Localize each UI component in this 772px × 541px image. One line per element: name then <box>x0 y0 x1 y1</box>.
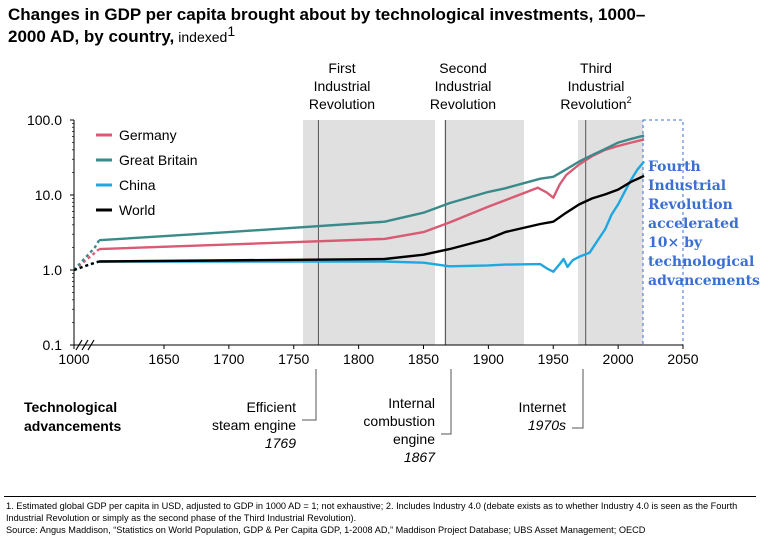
x-tick-label: 1800 <box>343 351 374 367</box>
fourth-revolution: Fourth Industrial Revolution accelerated 10×… <box>642 119 760 346</box>
series-lines <box>73 134 646 273</box>
fourth-revolution-text-line-2: Industrial <box>648 178 726 194</box>
era-label-3-line-3: Revolution2 <box>560 95 631 112</box>
era-band-1 <box>303 120 435 345</box>
x-tick-label: 1700 <box>213 351 244 367</box>
advancement-3-line-1: Internet <box>519 399 567 415</box>
advancement-1-year: 1769 <box>265 435 296 451</box>
y-tick-label: 0.1 <box>43 337 63 353</box>
fourth-revolution-box <box>642 119 684 346</box>
chart-canvas: Changes in GDP per capita brought about … <box>8 5 760 465</box>
advancement-3-year: 1970s <box>528 417 566 433</box>
y-tick-label: 10.0 <box>35 187 62 203</box>
y-tick-label: 100.0 <box>27 112 62 128</box>
chart-title-line-1: Changes in GDP per capita brought about … <box>8 5 645 24</box>
fourth-revolution-text-line-7: advancements <box>648 273 760 289</box>
technological-advancements: Technological advancements Efficient steam … <box>24 369 584 465</box>
x-tick-label: 2050 <box>667 351 698 367</box>
x-tick-label: 1850 <box>408 351 439 367</box>
legend-label-great-britain: Great Britain <box>119 152 198 168</box>
era-label-1-line-1: First <box>328 60 355 76</box>
series-line-germany <box>99 138 645 251</box>
fourth-revolution-text-line-3: Revolution <box>648 197 733 213</box>
advancement-2-line-3: engine <box>393 431 435 447</box>
era-label-3-line-2: Industrial <box>568 78 625 94</box>
series-line-early-great-britain <box>73 239 101 271</box>
series-line-early-germany <box>73 248 100 271</box>
legend-label-world: World <box>119 202 155 218</box>
era-band-2 <box>444 120 524 345</box>
shaded-eras <box>303 120 643 345</box>
advancement-2-year: 1867 <box>404 449 436 465</box>
axis-break-mark <box>87 339 95 351</box>
era-label-1-line-2: Industrial <box>314 78 371 94</box>
era-label-2-line-1: Second <box>439 60 486 76</box>
advancement-1-line-2: steam engine <box>212 417 296 433</box>
footnotes: 1. Estimated global GDP per capita in US… <box>6 500 766 536</box>
series-line-great-britain <box>99 134 645 242</box>
advancement-1-connector <box>302 369 317 421</box>
footnote-divider <box>4 496 756 497</box>
era-label-1-line-3: Revolution <box>309 96 375 112</box>
axis-break-mark <box>81 339 89 351</box>
x-tick-label: 1650 <box>148 351 179 367</box>
era-label-2-line-2: Industrial <box>435 78 492 94</box>
x-tick-label: 1950 <box>538 351 569 367</box>
chart-title-line-2: 2000 AD, by country, indexed1 <box>8 23 235 46</box>
series-line-china <box>99 160 646 273</box>
advancement-2-line-2: combustion <box>363 413 435 429</box>
y-tick-label: 1.0 <box>43 262 63 278</box>
footnote-1: 1. Estimated global GDP per capita in US… <box>6 501 738 523</box>
era-label-2-line-3: Revolution <box>430 96 496 112</box>
series-line-early-world <box>73 260 100 272</box>
advancement-3-connector <box>572 369 584 429</box>
x-tick-label: 1750 <box>278 351 309 367</box>
x-tick-label: 1000 <box>58 351 89 367</box>
advancement-2-connector <box>441 369 452 435</box>
fourth-revolution-text-line-5: 10× by <box>648 235 703 251</box>
advancement-2-line-1: Internal <box>388 395 435 411</box>
fourth-revolution-text-line-4: accelerated <box>648 216 739 232</box>
fourth-revolution-text-line-6: technological <box>648 254 754 270</box>
legend: Germany Great Britain China World <box>96 127 198 218</box>
footnote-source: Source: Angus Maddison, “Statistics on W… <box>6 525 646 535</box>
legend-label-china: China <box>119 177 156 193</box>
x-tick-label: 2000 <box>603 351 634 367</box>
axes: 0.1 1.0 10.0 100.0 1000 1650 1700 1750 1800 1850 1… <box>27 112 699 367</box>
era-label-3-line-1: Third <box>580 60 612 76</box>
legend-label-germany: Germany <box>119 127 177 143</box>
axis-break-mark <box>75 339 83 351</box>
x-tick-label: 1900 <box>473 351 504 367</box>
series-line-world <box>99 174 645 263</box>
advancements-heading-line-1: Technological <box>24 399 117 415</box>
era-band-3 <box>578 120 643 345</box>
advancements-heading-line-2: advancements <box>24 418 121 434</box>
era-labels: First Industrial Revolution Second Industria… <box>309 60 632 112</box>
era-footnote-mark: 2 <box>627 95 632 105</box>
fourth-revolution-text-line-1: Fourth <box>648 159 701 175</box>
advancement-1-line-1: Efficient <box>246 399 296 415</box>
